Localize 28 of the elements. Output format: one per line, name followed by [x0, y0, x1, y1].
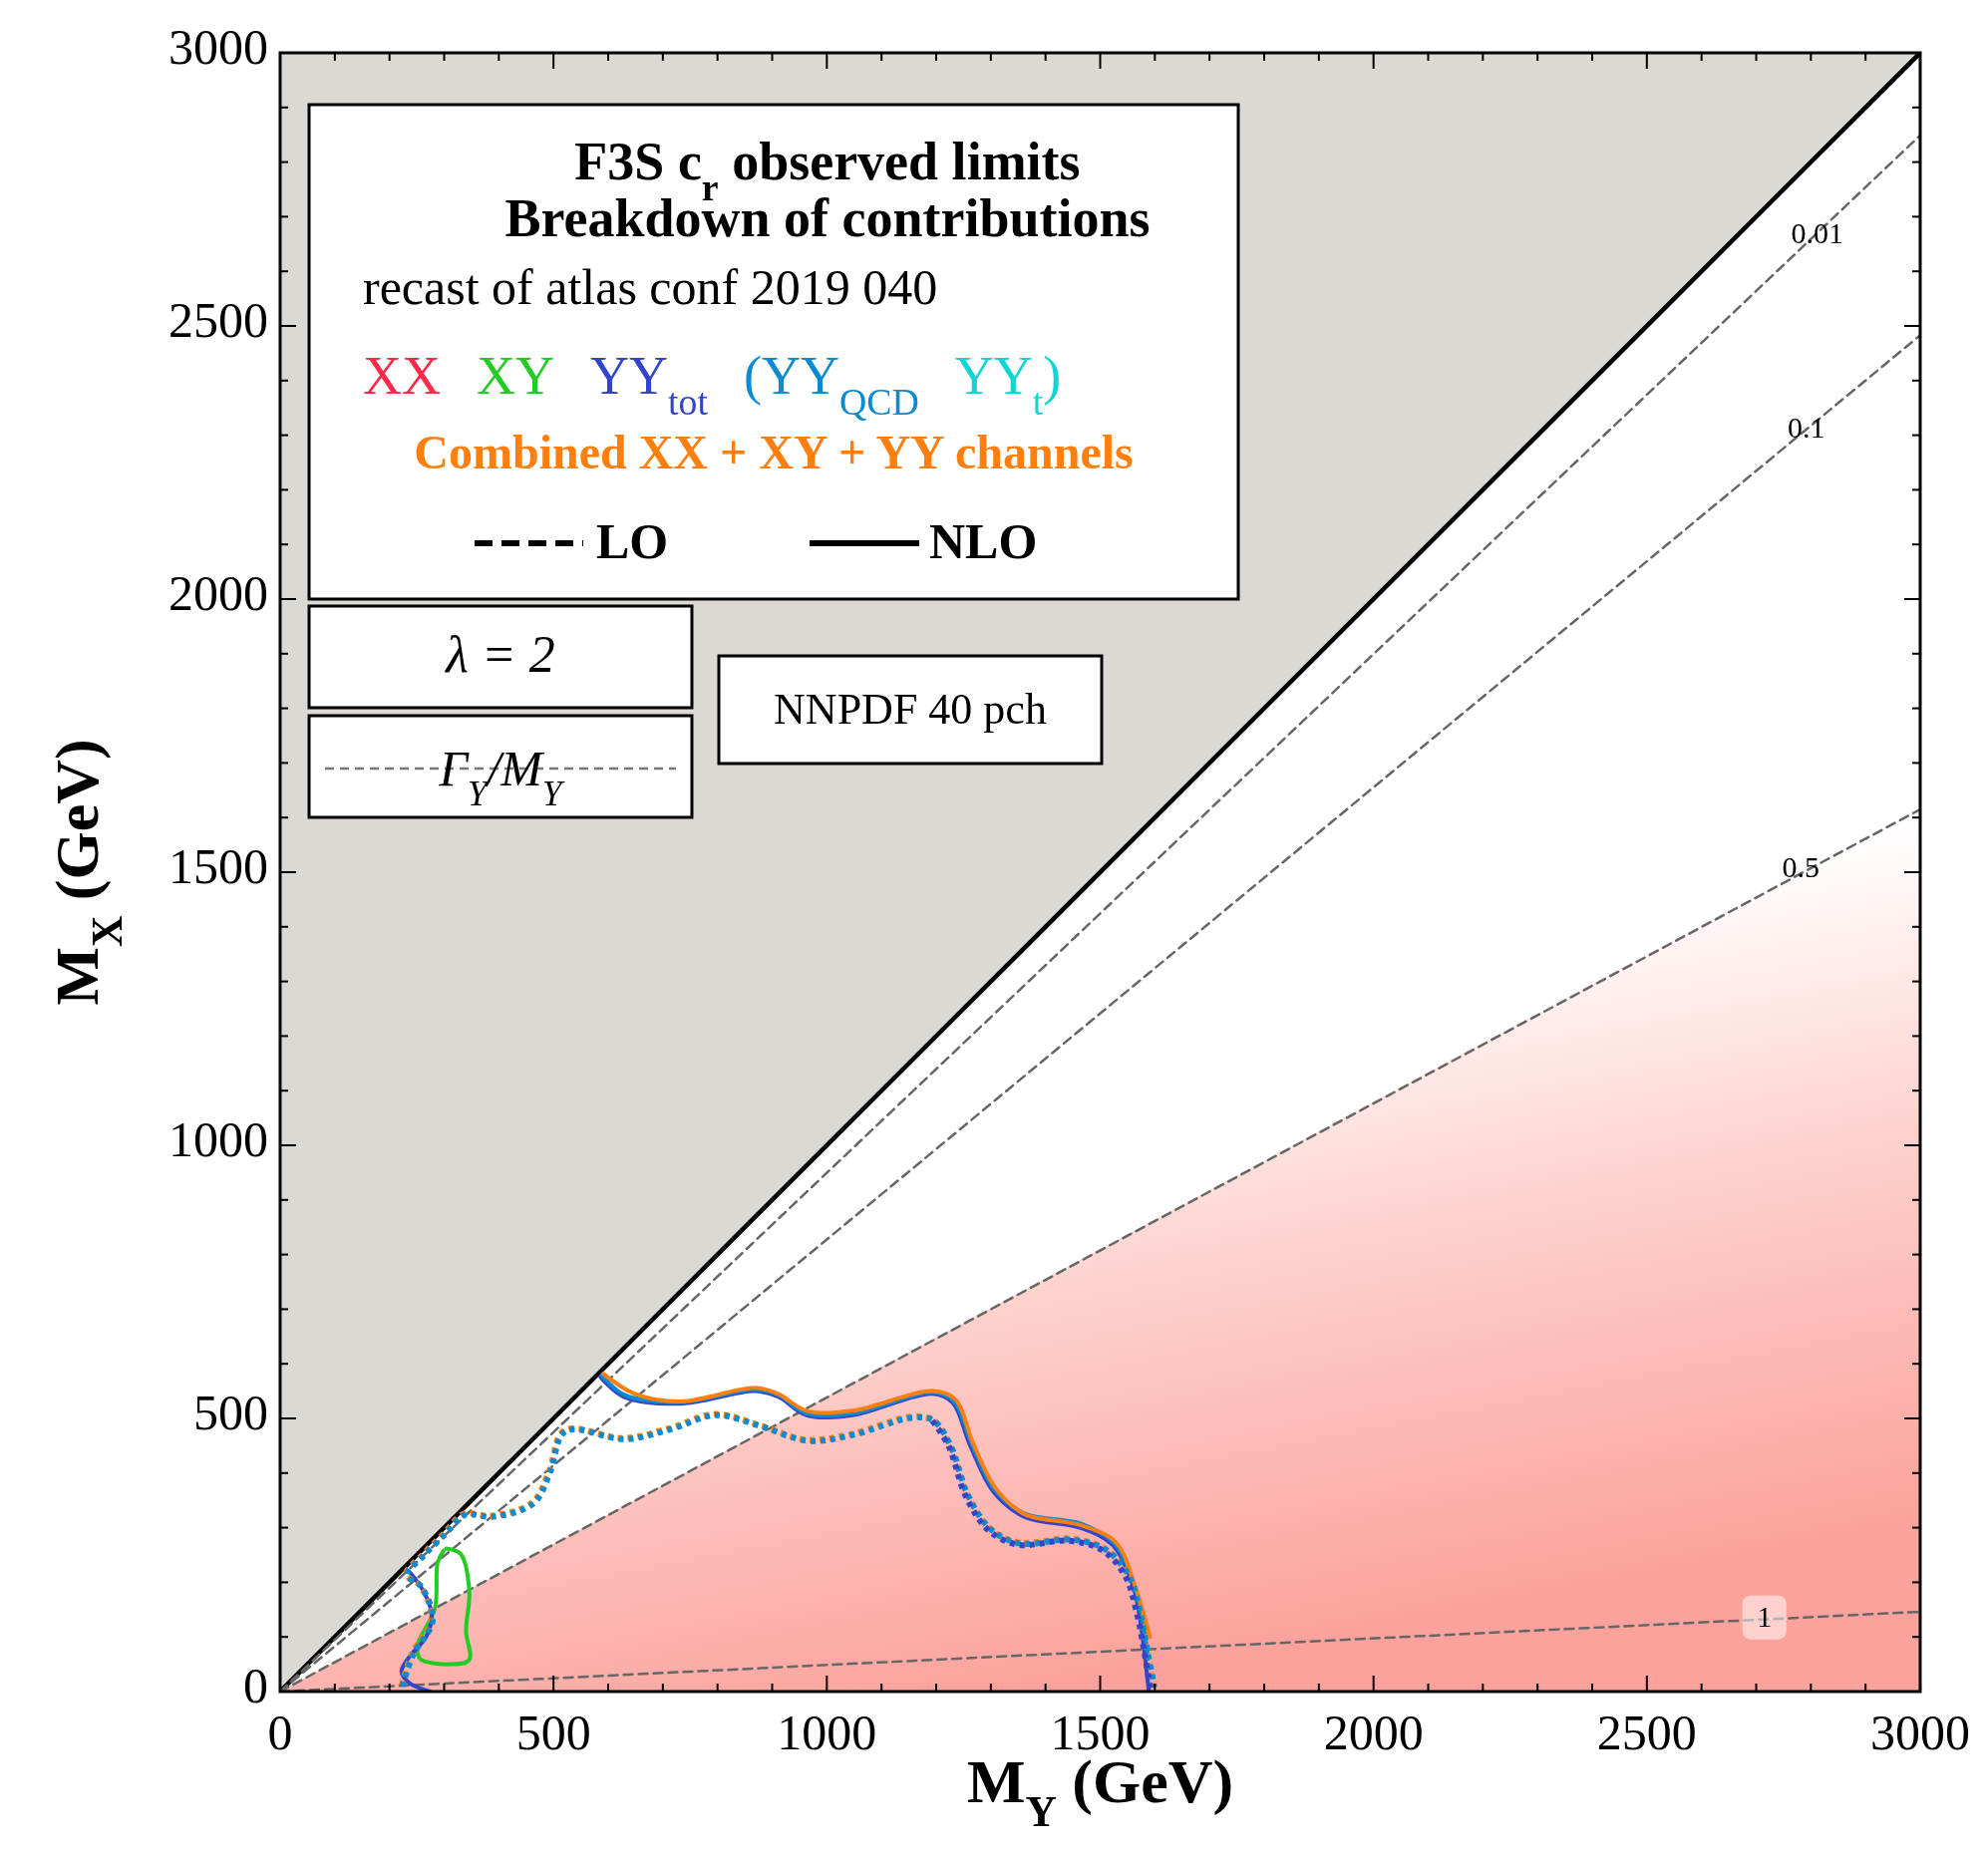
- x-tick-label: 2000: [1323, 1704, 1424, 1760]
- annotation: XX: [363, 346, 441, 406]
- y-tick-label: 3000: [168, 19, 268, 76]
- annotation: recast of atlas conf 2019 040: [363, 259, 938, 315]
- x-tick-label: 500: [515, 1704, 591, 1760]
- text: XY: [477, 346, 554, 406]
- text: Combined XX + XY + YY channels: [414, 426, 1134, 478]
- y-tick-label: 500: [193, 1385, 268, 1441]
- annotation: 0.01: [1791, 216, 1843, 250]
- annotation: YY$_{t}$): [954, 346, 1062, 423]
- annotation: NNPDF 40 pch: [774, 685, 1047, 734]
- annotation: 0.5: [1782, 849, 1820, 883]
- annotation: Γ$_{Y}$/M$_{Y}$: [438, 741, 565, 813]
- y-tick-label: 0: [243, 1658, 268, 1714]
- y-tick-label: 2500: [168, 292, 268, 349]
- x-tick-label: 3000: [1870, 1704, 1970, 1760]
- annotation: λ = 2: [444, 626, 555, 683]
- annotation: 0.1: [1787, 410, 1825, 444]
- y-tick-label: 2000: [168, 565, 268, 622]
- annotation: LO: [596, 513, 669, 569]
- x-tick-label: 2500: [1596, 1704, 1697, 1760]
- text: (YY$_{QCD}$: [743, 346, 919, 423]
- y-tick-label: 1500: [168, 838, 268, 895]
- text: YY$_{tot}$: [590, 346, 709, 423]
- x-tick-label: 1000: [777, 1704, 877, 1760]
- y-tick-label: 1000: [168, 1111, 268, 1168]
- annotation: 1: [1757, 1599, 1773, 1633]
- annotation: NLO: [929, 513, 1038, 569]
